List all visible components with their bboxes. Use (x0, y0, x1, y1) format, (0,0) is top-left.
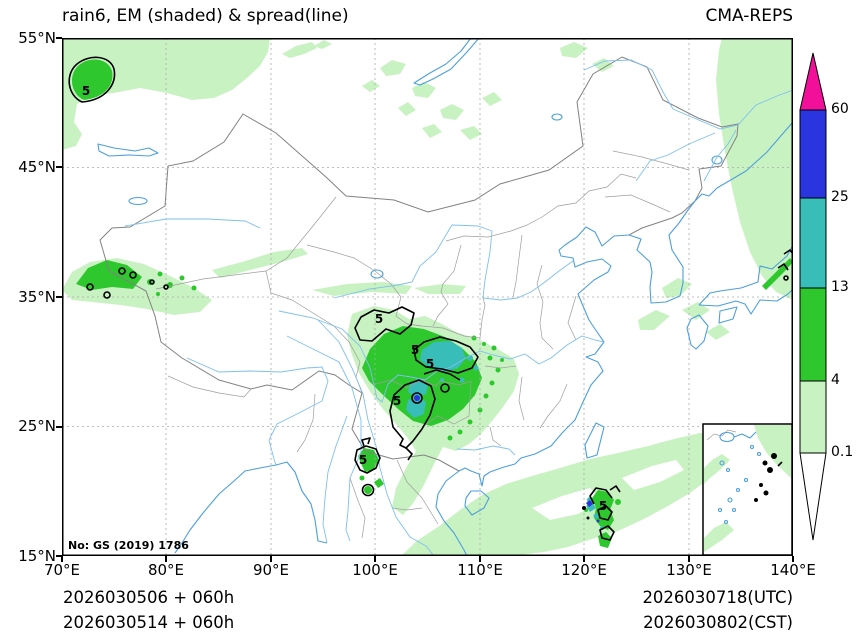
y-tick-55n: 55°N (18, 29, 56, 47)
plot-border (62, 38, 793, 556)
x-tick-130e: 130°E (666, 561, 712, 579)
y-tickmark (56, 296, 62, 298)
x-tickmark (61, 556, 63, 562)
forecast-valid-times: 2026030718(UTC) 2026030802(CST) (440, 585, 793, 635)
colorbar (799, 52, 827, 541)
graticule-grid (62, 38, 793, 556)
valid-time-utc: 2026030718(UTC) (642, 588, 793, 607)
y-tickmark (56, 426, 62, 428)
x-tick-70e: 70°E (43, 561, 81, 579)
national-borders (99, 56, 739, 472)
x-tick-120e: 120°E (561, 561, 607, 579)
valid-time-cst: 2026030802(CST) (643, 613, 793, 632)
contour-label: 5 (411, 343, 419, 357)
page-title: rain6, EM (shaded) & spread(line) (62, 6, 349, 26)
x-tickmark (688, 556, 690, 562)
map-plot-area: 5 5 5 5 5 5 5 (62, 37, 794, 557)
colorbar-label-25: 25 (831, 189, 849, 205)
colorbar-label-01: 0.1 (831, 444, 854, 460)
colorbar-label-13: 13 (831, 279, 849, 295)
x-tick-100e: 100°E (352, 561, 398, 579)
y-tick-15n: 15°N (18, 547, 56, 565)
x-tickmark (165, 556, 167, 562)
inset-contour-specks (754, 453, 783, 502)
colorbar-label-4: 4 (831, 372, 840, 388)
rain-shading-level1 (62, 38, 793, 555)
init-time-cst: 2026030514 + 060h (63, 613, 235, 632)
x-tickmark (583, 556, 585, 562)
contour-label: 5 (393, 394, 401, 408)
colorbar-segment-13-25 (799, 197, 827, 289)
inset-islands (717, 444, 762, 525)
colorbar-label-60: 60 (831, 101, 849, 117)
map-canvas: 5 5 5 5 5 5 5 (62, 37, 794, 557)
contour-label: 5 (375, 312, 383, 326)
spread-contours (68, 56, 794, 541)
colorbar-above-segment (799, 52, 827, 111)
contour-label: 5 (599, 499, 607, 513)
contour-label: 5 (82, 84, 90, 98)
south-china-sea-inset (702, 423, 793, 556)
y-tickmark (56, 555, 62, 557)
x-tickmark (792, 556, 794, 562)
x-tick-110e: 110°E (457, 561, 503, 579)
x-tickmark (479, 556, 481, 562)
x-tick-80e: 80°E (147, 561, 185, 579)
y-tickmark (56, 166, 62, 168)
colorbar-segment-01-4 (799, 380, 827, 454)
map-license-note: No: GS (2019) 1786 (68, 539, 189, 552)
x-tickmark (270, 556, 272, 562)
colorbar-below-segment (799, 452, 827, 541)
contour-labels: 5 5 5 5 5 5 5 (82, 84, 607, 513)
model-title: CMA-REPS (705, 6, 793, 26)
y-tick-35n: 35°N (18, 288, 56, 306)
x-tick-90e: 90°E (252, 561, 290, 579)
forecast-init-times: 2026030506 + 060h 2026030514 + 060h (63, 585, 234, 635)
rain-shading-level3 (406, 341, 604, 530)
x-tickmark (374, 556, 376, 562)
y-tick-25n: 25°N (18, 417, 56, 435)
y-tick-45n: 45°N (18, 158, 56, 176)
x-tick-140e: 140°E (770, 561, 816, 579)
init-time-utc: 2026030506 + 060h (63, 588, 235, 607)
contour-label: 5 (426, 357, 434, 371)
y-tickmark (56, 37, 62, 39)
colorbar-segment-25-60 (799, 109, 827, 199)
contour-label: 5 (359, 453, 367, 467)
colorbar-segment-4-13 (799, 287, 827, 382)
